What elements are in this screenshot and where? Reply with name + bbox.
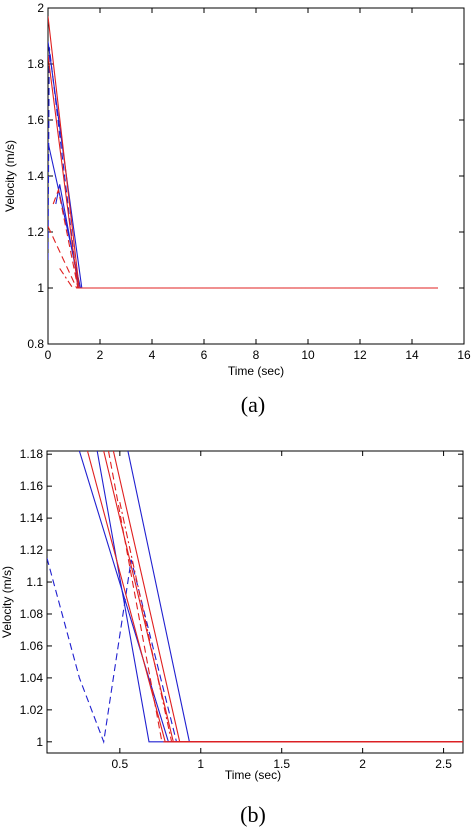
x-tick-label: 0.5 [111,757,128,771]
series-lines-a [48,16,438,289]
y-tick-label: 1.4 [27,169,44,183]
caption-a: (a) [241,392,265,417]
series-line-red-9 [59,268,74,289]
x-tick-label: 0 [45,348,52,362]
y-tick-label: 1.14 [20,511,44,525]
x-axis-label-a: Time (sec) [228,364,284,378]
plot-area-a [47,7,465,345]
y-tick-label: 1 [37,281,44,295]
chart-panel-a: 0 2 4 6 8 10 12 14 16 0.8 1 1.2 1.4 1.6 1.8 2 Time (se… [3,1,471,417]
y-tick-label: 1.16 [20,479,44,493]
series-line-blue-3 [48,47,438,289]
y-tick-label: 1.1 [26,575,43,589]
y-tick-label: 2 [37,1,44,15]
y-axis-label-a: Velocity (m/s) [3,140,17,212]
plot-area-b [46,450,464,754]
y-tick-label: 0.8 [27,337,44,351]
x-tick-label: 2 [97,348,104,362]
x-tick-label: 14 [405,348,419,362]
x-ticks-a: 0 2 4 6 8 10 12 14 16 [45,8,471,362]
chart-panel-b: 0.5 1 1.5 2 2.5 1 1.02 1.04 1.06 1.08 1.1 1.12 1.14… [0,447,464,827]
y-tick-label: 1.12 [20,543,44,557]
x-tick-label: 8 [253,348,260,362]
x-tick-label: 1.5 [273,757,290,771]
series-line-blue-4 [47,557,463,744]
x-tick-label: 2 [359,757,366,771]
x-tick-label: 2.5 [435,757,452,771]
x-ticks-b: 0.5 1 1.5 2 2.5 [111,451,452,771]
x-tick-label: 10 [301,348,315,362]
y-tick-label: 1.18 [20,447,44,461]
x-tick-label: 16 [457,348,471,362]
x-tick-label: 1 [197,757,204,771]
series-line-red-7 [48,226,438,289]
series-lines-b [47,451,463,744]
y-tick-label: 1.02 [20,703,44,717]
series-line-red-8 [52,187,79,289]
x-tick-label: 4 [149,348,156,362]
y-tick-label: 1.06 [20,639,44,653]
y-tick-label: 1.04 [20,671,44,685]
y-ticks-a: 0.8 1 1.2 1.4 1.6 1.8 2 [27,1,464,351]
y-axis-label-b: Velocity (m/s) [0,566,14,638]
y-tick-label: 1.8 [27,57,44,71]
y-tick-label: 1.08 [20,607,44,621]
y-tick-label: 1.6 [27,113,44,127]
series-line-red-9 [119,501,463,743]
x-tick-label: 6 [201,348,208,362]
x-tick-label: 12 [353,348,367,362]
caption-b: (b) [240,802,266,827]
y-tick-label: 1 [36,735,43,749]
x-axis-label-b: Time (sec) [225,768,281,782]
y-tick-label: 1.2 [27,225,44,239]
